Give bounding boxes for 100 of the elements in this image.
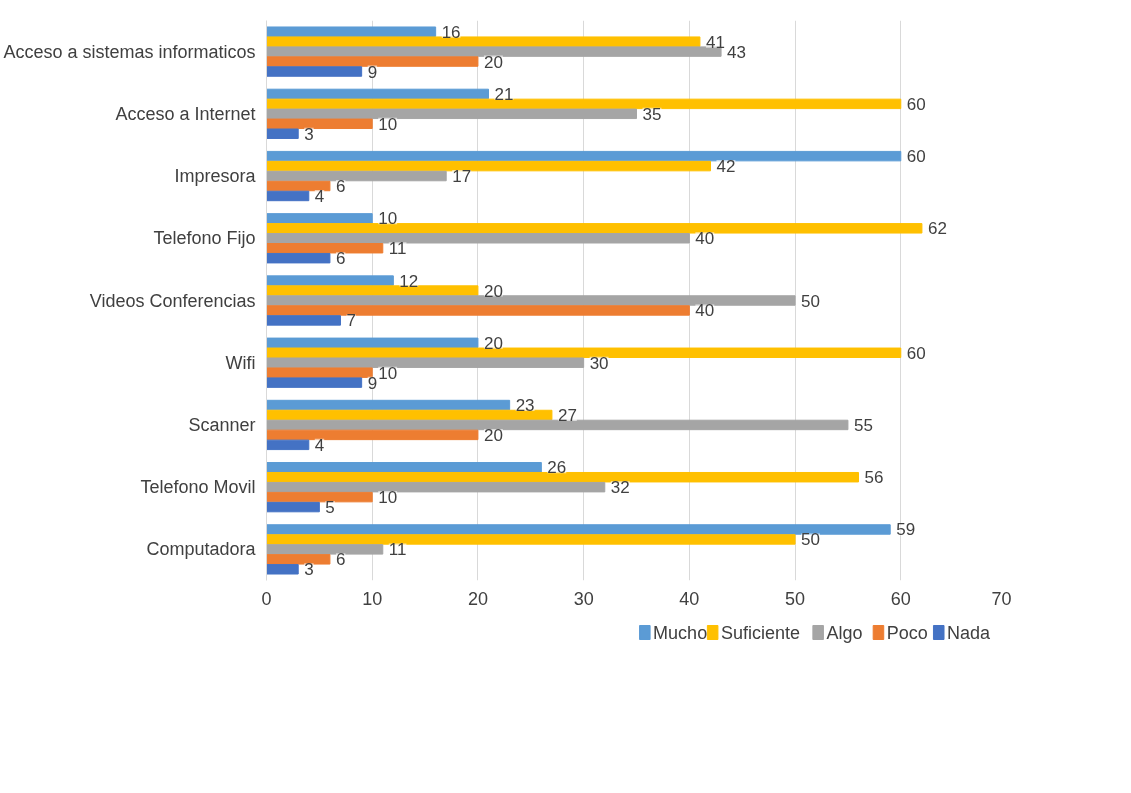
data-label: 10 xyxy=(378,363,398,383)
bar xyxy=(266,305,690,316)
data-label: 59 xyxy=(896,520,916,540)
bar xyxy=(266,233,690,244)
bar xyxy=(266,98,902,110)
bar xyxy=(266,439,310,451)
bar xyxy=(266,481,606,493)
bar xyxy=(266,367,373,378)
bar xyxy=(266,315,341,326)
bar xyxy=(266,190,310,202)
y-tick-label: Wifi xyxy=(225,352,256,373)
bar xyxy=(266,534,796,545)
data-label: 11 xyxy=(388,239,407,259)
legend-label: Mucho xyxy=(653,622,708,643)
data-label: 10 xyxy=(378,209,398,229)
x-tick-label: 30 xyxy=(573,588,594,609)
y-tick-label: Computadora xyxy=(146,539,257,560)
data-label: 9 xyxy=(367,62,378,82)
bar xyxy=(266,150,902,162)
bar xyxy=(266,46,722,57)
bar xyxy=(266,471,859,483)
bar xyxy=(266,419,849,431)
data-label: 5 xyxy=(325,498,335,518)
data-label: 20 xyxy=(483,425,503,445)
data-label: 62 xyxy=(927,219,947,239)
bar xyxy=(266,429,479,441)
bar xyxy=(266,337,479,349)
x-tick-label: 10 xyxy=(362,588,383,609)
bar xyxy=(266,377,363,388)
data-label: 40 xyxy=(695,301,715,321)
bar xyxy=(266,160,711,172)
data-label: 20 xyxy=(483,333,503,353)
data-label: 17 xyxy=(452,167,472,187)
data-label: 23 xyxy=(515,396,535,416)
data-label: 56 xyxy=(864,468,884,488)
bar xyxy=(266,26,437,37)
data-label: 7 xyxy=(346,311,356,331)
bar xyxy=(266,524,891,535)
bar xyxy=(266,357,585,368)
bar xyxy=(266,170,447,182)
data-label: 10 xyxy=(378,488,398,508)
data-label: 50 xyxy=(801,530,820,550)
bar xyxy=(266,399,511,411)
legend-label: Nada xyxy=(947,622,992,643)
bar xyxy=(266,462,542,473)
data-label: 42 xyxy=(716,157,736,177)
data-label: 6 xyxy=(335,177,346,197)
data-label: 55 xyxy=(853,415,873,435)
bar xyxy=(266,295,796,306)
bar xyxy=(266,544,384,555)
y-tick-label: Scanner xyxy=(188,414,256,435)
data-label: 10 xyxy=(378,114,398,134)
data-label: 3 xyxy=(304,560,314,580)
bar xyxy=(266,66,363,77)
data-label: 30 xyxy=(589,353,609,373)
data-label: 12 xyxy=(399,271,419,291)
x-tick-label: 0 xyxy=(261,588,272,609)
bar xyxy=(266,285,479,296)
data-label: 4 xyxy=(314,186,325,206)
bar xyxy=(266,180,331,192)
data-label: 41 xyxy=(705,32,725,52)
data-label: 6 xyxy=(335,249,346,269)
data-label: 60 xyxy=(906,147,926,167)
legend-label: Poco xyxy=(886,622,928,643)
data-label: 21 xyxy=(494,84,514,104)
bar xyxy=(266,275,394,286)
data-label: 60 xyxy=(906,343,926,363)
data-label: 9 xyxy=(367,373,378,393)
data-label: 20 xyxy=(483,52,503,72)
x-tick-label: 40 xyxy=(679,588,700,609)
bar xyxy=(266,56,479,67)
y-tick-label: Impresora xyxy=(174,166,257,187)
bar xyxy=(266,213,373,224)
data-label: 40 xyxy=(695,229,715,249)
bar xyxy=(266,223,923,234)
data-label: 27 xyxy=(557,405,577,425)
x-tick-label: 70 xyxy=(991,588,1012,609)
bar xyxy=(266,252,331,264)
bar xyxy=(266,501,320,513)
legend-label: Suficiente xyxy=(720,622,801,643)
bar xyxy=(266,564,299,575)
data-label: 6 xyxy=(335,550,346,570)
data-label: 20 xyxy=(483,281,503,301)
x-tick-label: 60 xyxy=(890,588,911,609)
bar xyxy=(266,36,701,47)
bar xyxy=(266,243,384,254)
data-label: 35 xyxy=(642,104,662,124)
data-label: 32 xyxy=(610,478,630,498)
data-label: 50 xyxy=(801,291,820,311)
data-label: 11 xyxy=(388,540,407,560)
data-label: 60 xyxy=(906,94,926,114)
bar xyxy=(266,118,373,130)
x-tick-label: 20 xyxy=(467,588,488,609)
bar xyxy=(266,128,299,139)
y-tick-label: Acceso a sistemas informaticos xyxy=(3,41,256,62)
x-tick-label: 50 xyxy=(785,588,806,609)
data-label: 43 xyxy=(727,42,746,62)
data-label: 4 xyxy=(314,435,325,455)
bar xyxy=(266,347,902,358)
legend-label: Algo xyxy=(826,622,863,643)
